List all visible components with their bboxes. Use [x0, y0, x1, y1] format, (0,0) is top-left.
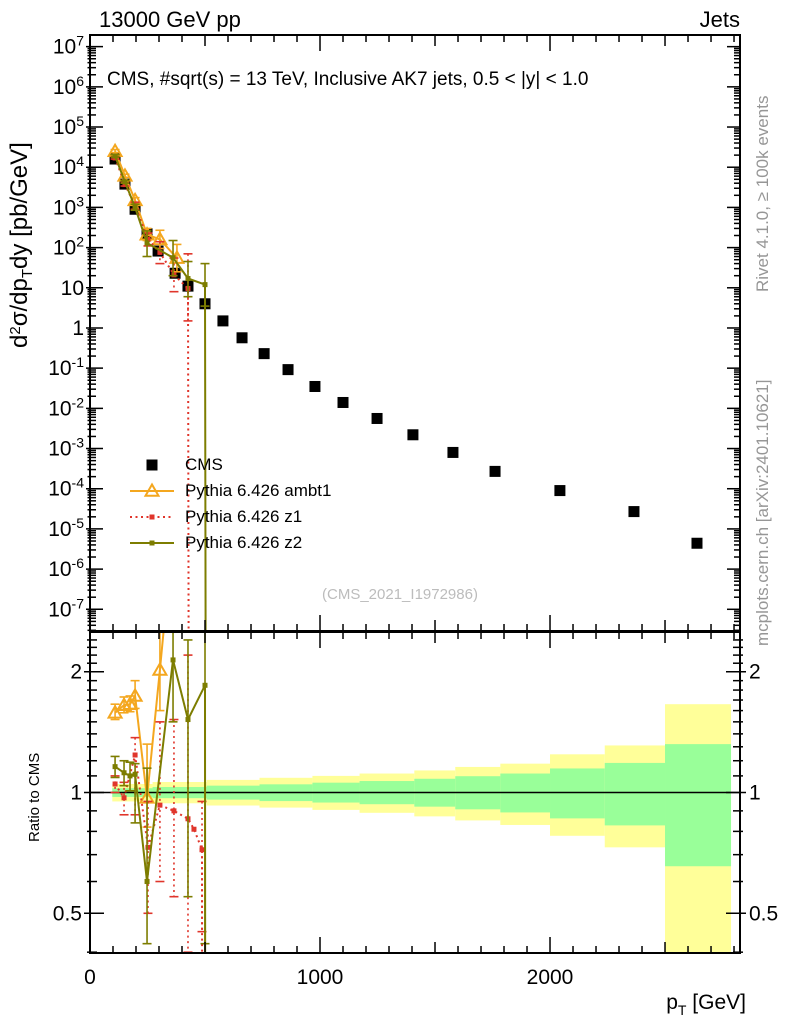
svg-text:10-1: 10-1	[48, 354, 84, 380]
svg-text:1000: 1000	[297, 966, 344, 989]
svg-text:2000: 2000	[527, 966, 574, 989]
svg-text:104: 104	[53, 153, 84, 179]
series-ambt1	[106, 142, 186, 273]
legend-label: Pythia 6.426 ambt1	[185, 481, 332, 500]
svg-text:0.5: 0.5	[53, 902, 82, 925]
svg-text:10-4: 10-4	[48, 475, 84, 501]
rivet-version-note: Rivet 4.1.0, ≥ 100k events	[753, 95, 772, 292]
svg-text:106: 106	[53, 73, 84, 99]
legend-label: Pythia 6.426 z1	[185, 507, 303, 526]
svg-text:105: 105	[53, 113, 84, 139]
z1-marker-icon	[130, 514, 174, 520]
svg-text:107: 107	[53, 33, 84, 59]
ratio-y-axis-title: Ratio to CMS	[26, 752, 43, 842]
axis-ticks	[84, 35, 746, 953]
svg-text:0.5: 0.5	[749, 902, 778, 925]
svg-text:10-6: 10-6	[48, 555, 84, 581]
legend-item-z2: Pythia 6.426 z2	[128, 530, 331, 556]
svg-text:10-3: 10-3	[48, 435, 84, 461]
beam-energy-label: 13000 GeV pp	[99, 7, 241, 32]
series-z2	[110, 153, 210, 631]
series-z2	[110, 632, 210, 953]
svg-text:1: 1	[70, 782, 82, 805]
legend: CMS Pythia 6.426 ambt1 Pythia 6.426 z1 P…	[128, 452, 331, 556]
plot-title: CMS, #sqrt(s) = 13 TeV, Inclusive AK7 je…	[107, 69, 589, 90]
svg-text:10: 10	[61, 277, 84, 300]
mcplots-reference-note: mcplots.cern.ch [arXiv:2401.10621]	[753, 379, 772, 646]
legend-item-z1: Pythia 6.426 z1	[128, 504, 331, 530]
svg-text:1: 1	[72, 317, 84, 340]
x-axis-title: pT [GeV]	[666, 991, 746, 1018]
svg-text:10-7: 10-7	[48, 595, 84, 621]
main-y-axis-title: d2σ/dpTdy [pb/GeV]	[6, 142, 36, 348]
svg-text:0: 0	[84, 966, 96, 989]
svg-text:2: 2	[749, 661, 761, 684]
svg-text:103: 103	[53, 193, 84, 219]
ambt1-marker-icon	[130, 482, 174, 497]
analysis-group-label: Jets	[699, 7, 740, 32]
legend-label: Pythia 6.426 z2	[185, 533, 303, 552]
z2-marker-icon	[130, 540, 174, 546]
legend-item-ambt1: Pythia 6.426 ambt1	[128, 478, 331, 504]
svg-text:2: 2	[70, 661, 82, 684]
legend-label: CMS	[185, 455, 223, 474]
svg-text:10-2: 10-2	[48, 394, 84, 420]
svg-text:10-5: 10-5	[48, 515, 84, 541]
analysis-id-watermark: (CMS_2021_I1972986)	[322, 586, 478, 603]
cms-marker-icon	[146, 459, 158, 471]
svg-text:102: 102	[53, 234, 84, 260]
legend-item-cms: CMS	[128, 452, 331, 478]
svg-text:1: 1	[749, 782, 761, 805]
